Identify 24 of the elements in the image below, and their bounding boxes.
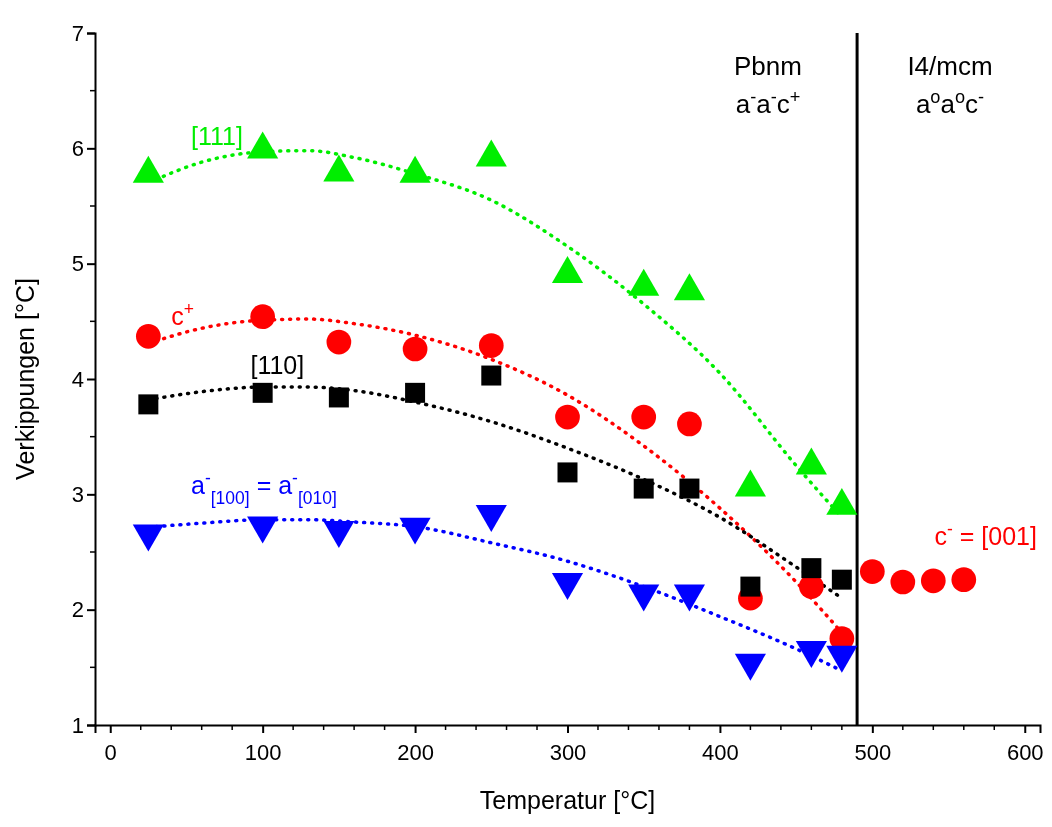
x-tick-label: 600: [1006, 740, 1044, 766]
annotation: I4/mcm: [907, 51, 993, 81]
y-axis-title: Verkippungen [°C]: [11, 278, 39, 480]
y-tick-label: 1: [71, 712, 84, 738]
x-axis-title: Temperatur [°C]: [479, 786, 656, 814]
y-tick-label: 3: [71, 481, 84, 507]
y-tick-label: 2: [71, 597, 84, 623]
x-tick-label: 100: [244, 740, 282, 766]
annotation: a$^{-}$a$^{-}$c$^{+}$: [735, 87, 801, 119]
series-label: [110]: [250, 351, 305, 380]
x-tick-label: 500: [854, 740, 892, 766]
x-tick-label: 0: [104, 740, 117, 766]
series-label: [111]: [191, 121, 243, 150]
x-tick-label: 400: [702, 740, 739, 766]
series-label: c$^{+}$: [171, 298, 194, 330]
y-tick-label: 5: [71, 251, 84, 277]
x-tick-label: 200: [397, 740, 434, 766]
annotation: Pbnm: [734, 51, 802, 81]
series-label: c$^{-}$ = [001]: [934, 519, 1037, 551]
y-tick-label: 7: [71, 20, 84, 46]
annotation: a$^{o}$a$^{o}$c$^{-}$: [915, 87, 985, 119]
x-tick-label: 300: [549, 740, 587, 766]
y-tick-label: 4: [71, 366, 84, 392]
y-tick-label: 6: [71, 135, 84, 161]
